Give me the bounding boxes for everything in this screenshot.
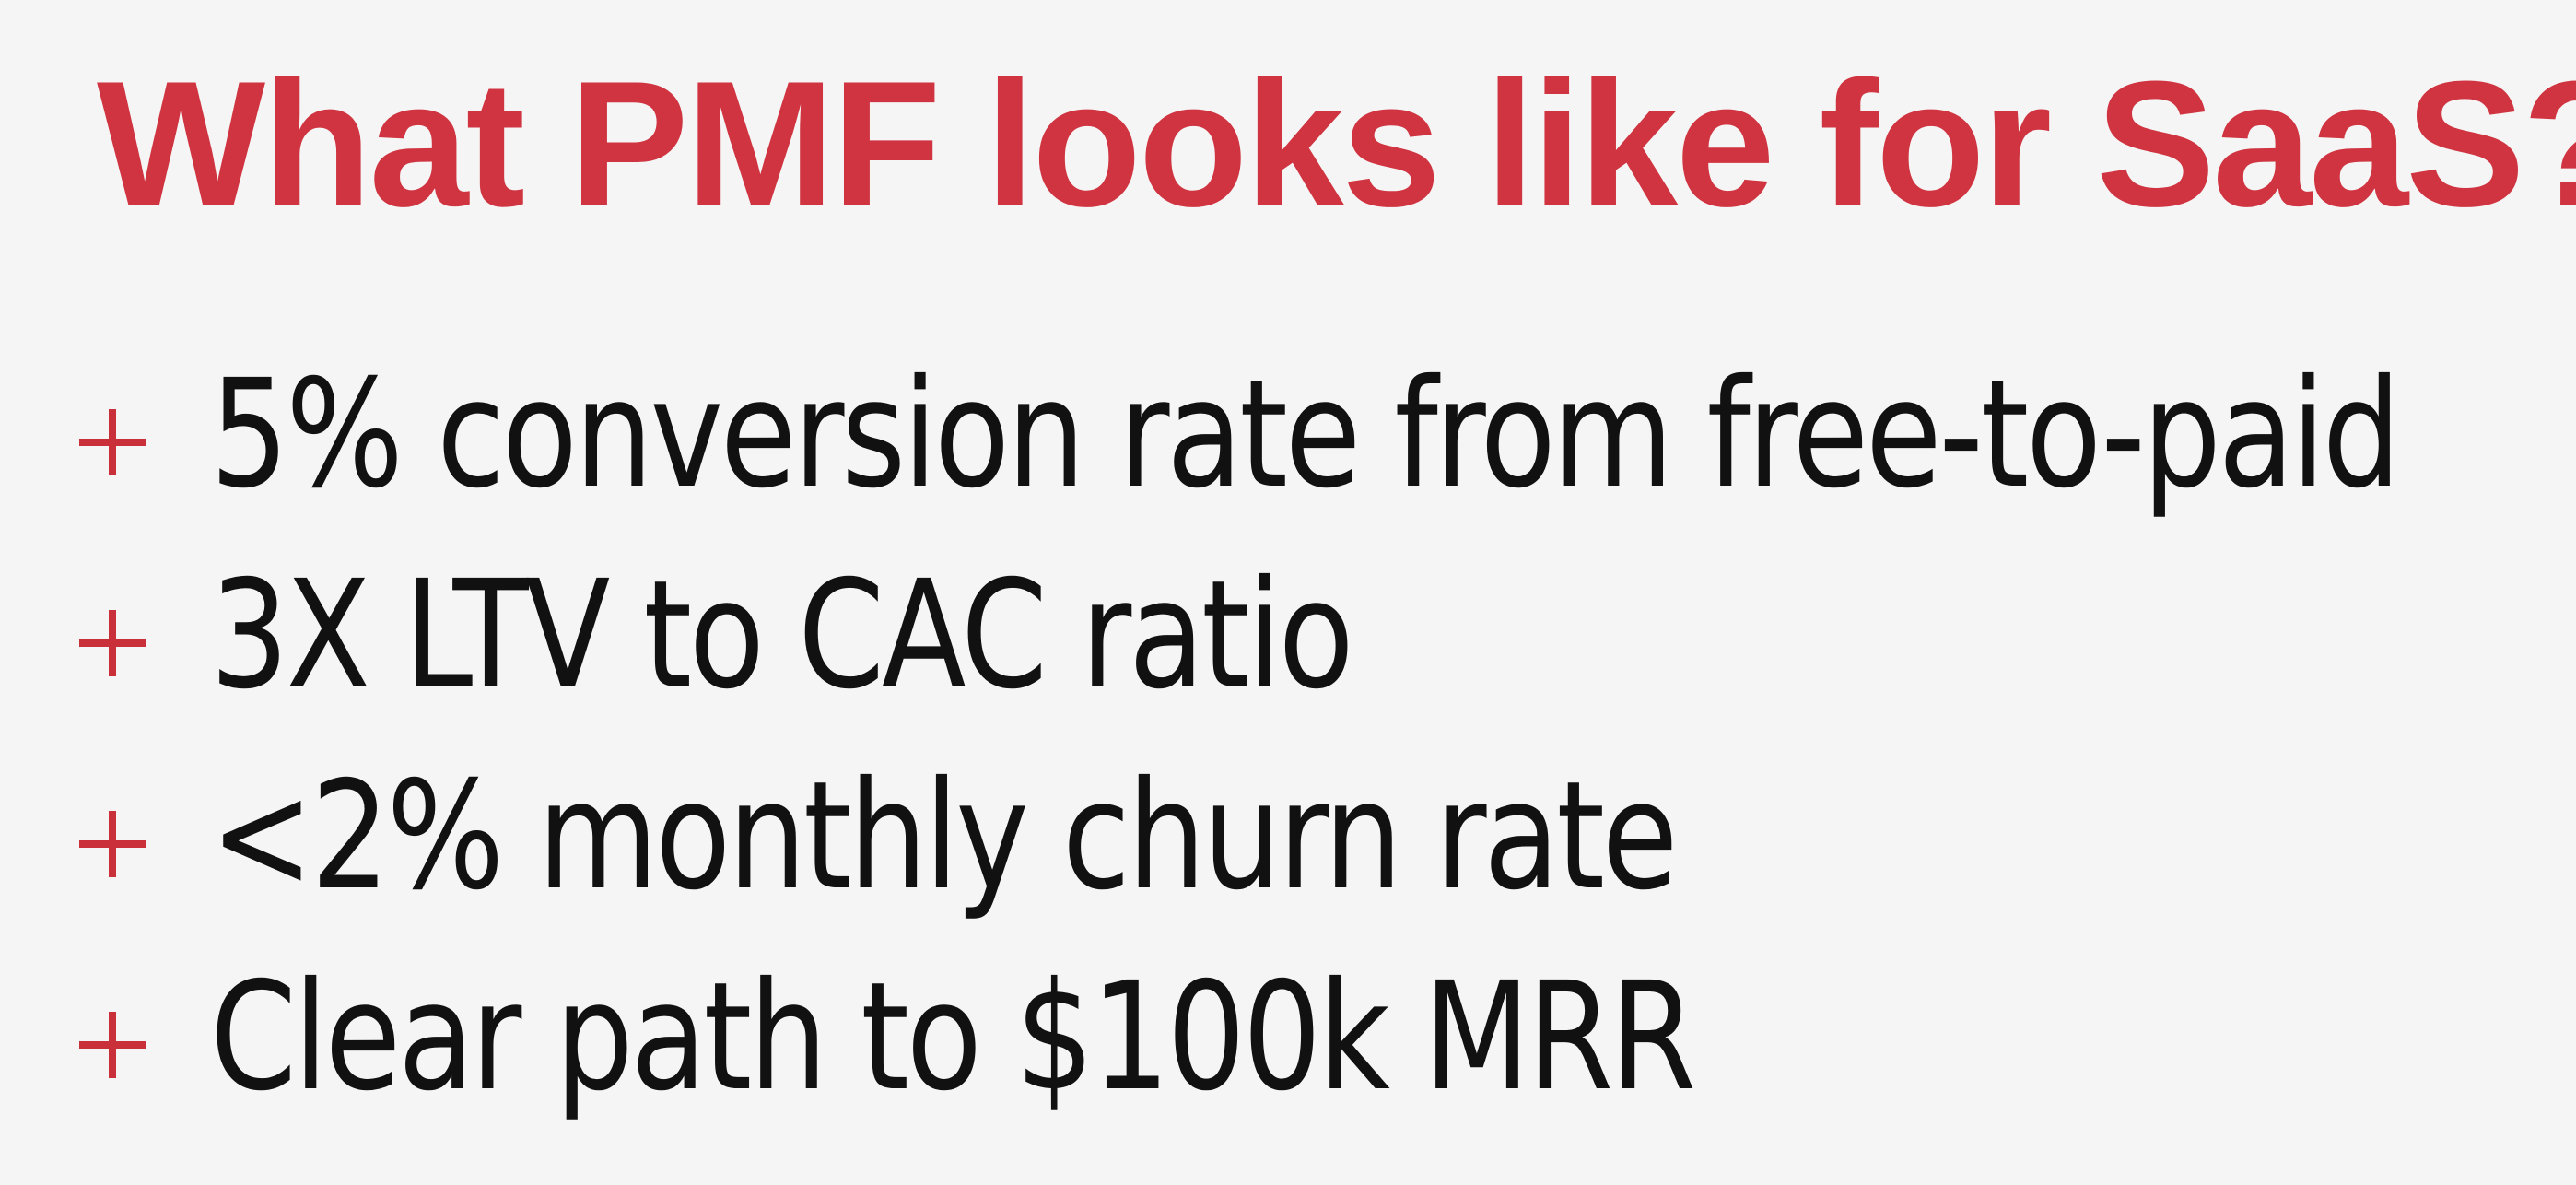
bullet-item: 3X LTV to CAC ratio [0,544,2576,728]
plus-icon [79,409,146,475]
bullet-item: 5% conversion rate from free-to-paid [0,343,2576,527]
plus-icon [79,1012,146,1078]
slide-title: What PMF looks like for SaaS? [97,44,2576,244]
bullet-text: 5% conversion rate from free-to-paid [210,348,2401,522]
plus-icon [79,610,146,676]
plus-icon [79,811,146,877]
bullet-item: Clear path to $100k MRR [0,945,2576,1130]
bullet-item: <2% monthly churn rate [0,745,2576,929]
bullet-text: 3X LTV to CAC ratio [210,549,1354,722]
bullet-text: Clear path to $100k MRR [210,951,1696,1124]
bullet-text: <2% monthly churn rate [210,750,1678,923]
